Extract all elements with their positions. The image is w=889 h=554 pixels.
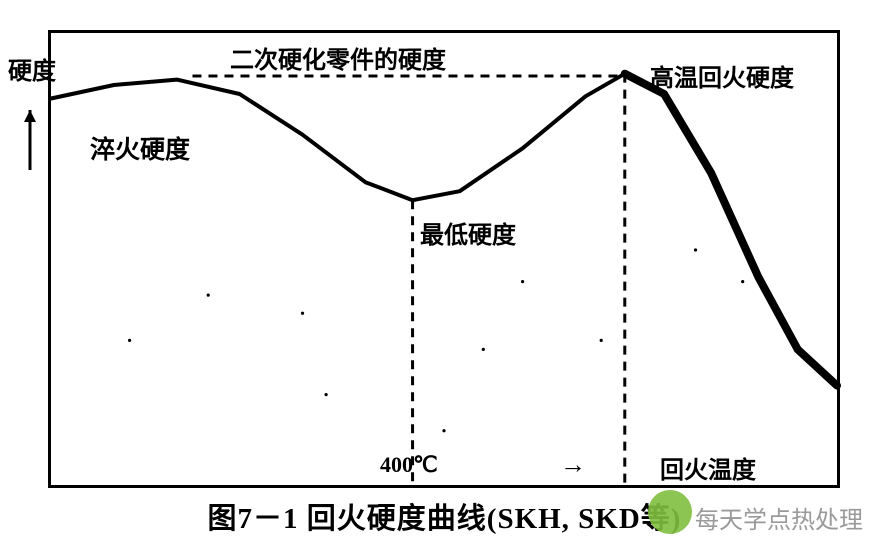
y-arrow-head <box>24 110 36 122</box>
label-top-dashed: 二次硬化零件的硬度 <box>230 40 446 75</box>
watermark-badge-icon <box>648 490 692 534</box>
noise-dot <box>521 280 524 283</box>
noise-dot <box>482 348 485 351</box>
hardness-curve-tail <box>625 74 837 386</box>
x-tick-400c: 400℃ <box>380 452 438 478</box>
label-min-point: 最低硬度 <box>420 215 516 250</box>
label-top-right: 高温回火硬度 <box>650 58 794 93</box>
noise-dot <box>694 248 697 251</box>
noise-dot <box>301 312 304 315</box>
label-left-curve: 淬火硬度 <box>90 130 190 166</box>
noise-dot <box>207 294 210 297</box>
watermark-text: 每天学点热处理 <box>695 500 863 535</box>
noise-dot <box>128 339 131 342</box>
noise-dot <box>442 429 445 432</box>
noise-dot <box>325 393 328 396</box>
noise-dot <box>600 339 603 342</box>
x-axis-label: 回火温度 <box>660 450 756 485</box>
x-axis-arrow: → <box>560 450 586 480</box>
y-axis-label: 硬度 <box>8 60 36 85</box>
noise-dot <box>741 280 744 283</box>
